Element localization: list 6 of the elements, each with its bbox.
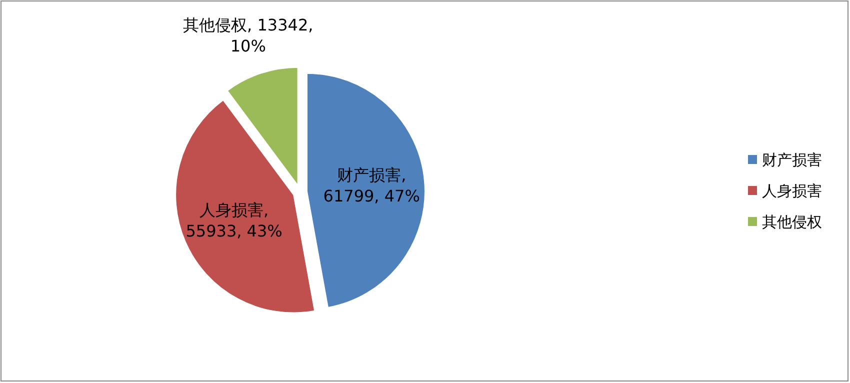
data-label: 财产损害, 61799, 47% — [323, 166, 420, 206]
data-label: 其他侵权, 13342, 10% — [183, 15, 314, 56]
legend-label: 其他侵权 — [762, 213, 822, 231]
data-label: 人身损害, 55933, 43% — [186, 200, 282, 241]
legend-label: 财产损害 — [762, 151, 822, 169]
legend-label: 人身损害 — [762, 182, 822, 200]
